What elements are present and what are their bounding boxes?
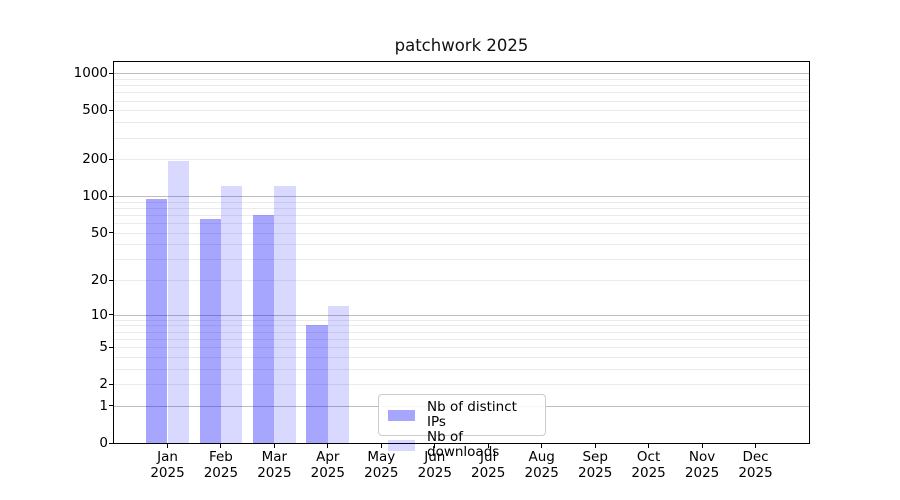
gridline-minor-3	[114, 368, 809, 370]
chart-title: patchwork 2025	[394, 36, 529, 55]
y-tick-mark-0	[109, 442, 113, 444]
gridline-minor-900	[114, 79, 809, 80]
legend-swatch-distinct-ips	[388, 409, 415, 421]
x-tick-label-nov: Nov 2025	[684, 449, 720, 481]
gridline-minor-60	[114, 223, 809, 224]
y-tick-mark-5	[109, 346, 113, 348]
gridline-major-100	[114, 196, 809, 198]
gridline-major-10	[114, 314, 809, 316]
y-tick-label-50: 50	[90, 224, 108, 241]
legend-item-distinct-ips: Nb of distinct IPs	[388, 400, 536, 430]
x-tick-mark-nov	[701, 444, 703, 448]
y-tick-label-2: 2	[99, 376, 108, 393]
gridline-minor-5	[114, 347, 809, 349]
legend-item-downloads: Nb of downloads	[388, 430, 536, 460]
bar-distinct-ips-feb	[199, 218, 221, 443]
gridline-minor-8	[114, 325, 809, 327]
gridline-minor-20	[114, 280, 809, 282]
x-tick-label-apr: Apr 2025	[310, 449, 345, 481]
x-tick-label-aug: Aug 2025	[524, 449, 559, 481]
x-tick-label-mar: Mar 2025	[257, 449, 292, 481]
x-tick-mark-feb	[220, 444, 222, 448]
plot-area	[113, 61, 810, 444]
gridline-minor-90	[114, 201, 809, 203]
x-tick-mark-may	[380, 444, 382, 448]
x-tick-label-dec: Dec 2025	[738, 449, 773, 481]
x-tick-mark-jul	[487, 444, 489, 448]
gridline-minor-7	[114, 331, 809, 333]
bar-distinct-ips-apr	[306, 325, 328, 443]
y-tick-label-200: 200	[82, 151, 108, 168]
x-tick-label-may: May 2025	[364, 449, 399, 481]
gridline-minor-800	[114, 85, 809, 87]
x-tick-mark-jan	[167, 444, 168, 448]
legend-swatch-downloads	[388, 439, 415, 451]
gridline-minor-80	[114, 207, 809, 209]
x-tick-label-jul: Jul 2025	[471, 449, 506, 481]
y-tick-mark-1	[109, 405, 113, 407]
x-tick-mark-aug	[541, 444, 543, 448]
gridline-minor-600	[114, 100, 809, 102]
gridline-minor-40	[114, 244, 809, 246]
x-tick-mark-oct	[648, 444, 650, 448]
gridline-minor-30	[114, 259, 809, 261]
gridline-minor-9	[114, 319, 809, 321]
y-tick-mark-50	[109, 232, 113, 234]
x-tick-label-jan: Jan 2025	[150, 449, 185, 481]
gridline-minor-4	[114, 356, 809, 358]
y-tick-label-100: 100	[82, 188, 108, 205]
x-tick-mark-jun	[434, 444, 436, 448]
gridline-minor-70	[114, 214, 809, 216]
gridline-minor-300	[114, 137, 809, 139]
gridline-minor-700	[114, 92, 809, 94]
bar-distinct-ips-mar	[253, 214, 275, 443]
bar-downloads-feb	[220, 186, 243, 443]
y-tick-label-20: 20	[90, 272, 108, 289]
bar-downloads-apr	[327, 305, 350, 443]
y-tick-label-0: 0	[99, 435, 108, 451]
y-tick-mark-2	[109, 383, 113, 385]
legend: Nb of distinct IPs Nb of downloads	[378, 394, 546, 460]
x-tick-label-jun: Jun 2025	[417, 449, 452, 481]
x-tick-mark-mar	[273, 444, 275, 448]
gridline-minor-200	[114, 159, 809, 161]
y-tick-mark-20	[109, 279, 113, 281]
y-tick-label-10: 10	[90, 306, 108, 323]
y-tick-mark-500	[109, 109, 113, 111]
y-tick-label-1: 1	[99, 397, 108, 414]
gridline-minor-50	[114, 232, 809, 234]
bar-downloads-jan	[167, 160, 189, 443]
x-tick-label-oct: Oct 2025	[631, 449, 666, 481]
y-tick-mark-1000	[109, 72, 113, 74]
gridline-minor-500	[114, 110, 809, 112]
y-tick-label-1000: 1000	[73, 65, 108, 82]
x-tick-mark-sep	[594, 444, 596, 448]
y-tick-label-5: 5	[99, 339, 108, 356]
y-tick-mark-100	[109, 195, 113, 197]
x-tick-mark-apr	[327, 444, 329, 448]
x-tick-label-sep: Sep 2025	[578, 449, 613, 481]
gridline-minor-400	[114, 122, 809, 124]
bar-downloads-mar	[274, 186, 296, 443]
x-tick-mark-dec	[755, 444, 756, 448]
x-tick-label-feb: Feb 2025	[203, 449, 239, 481]
gridline-minor-2	[114, 384, 809, 386]
y-tick-mark-10	[109, 314, 113, 316]
y-tick-label-500: 500	[82, 102, 108, 119]
legend-label-distinct-ips: Nb of distinct IPs	[427, 399, 517, 430]
legend-label-downloads: Nb of downloads	[427, 429, 500, 460]
y-tick-mark-200	[109, 158, 113, 160]
bar-distinct-ips-jan	[146, 198, 168, 443]
gridline-major-1000	[114, 73, 809, 75]
gridline-minor-6	[114, 338, 809, 340]
